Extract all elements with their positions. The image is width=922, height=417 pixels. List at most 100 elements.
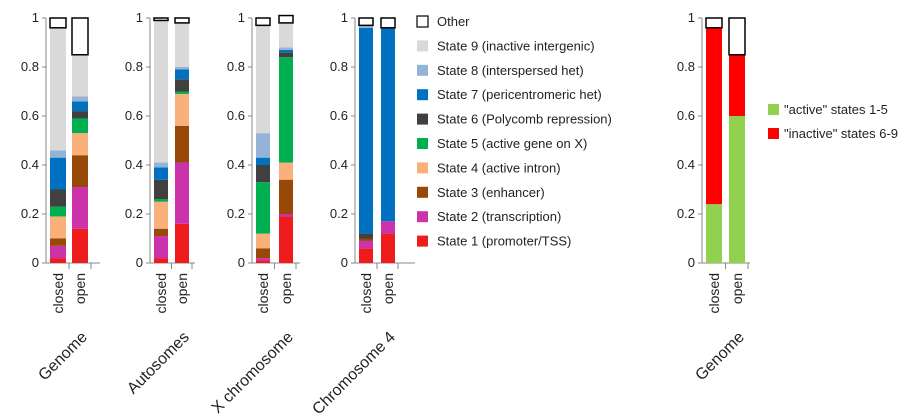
legend-swatch: [768, 104, 779, 115]
legend-label: State 8 (interspersed het): [437, 63, 584, 78]
legend-swatch: [417, 113, 428, 125]
bar-segment-closed-state-2-transcription: [50, 245, 66, 259]
y-tick-label: 0: [688, 255, 695, 270]
bar-segment-closed-state-8-interspersed-het: [154, 162, 168, 168]
bar-segment-open-state-1-promoter-tss: [72, 228, 88, 263]
bar-segment-open-state-2-transcription: [175, 162, 189, 224]
y-tick-label: 0.4: [677, 157, 695, 172]
x-tick-label-open: open: [278, 273, 294, 304]
x-tick-label-closed: closed: [358, 273, 374, 313]
bar-segment-open-inactive-states-6-9: [729, 54, 745, 116]
legend-label: State 9 (inactive intergenic): [437, 38, 595, 53]
chart-panel-4: 0 0.2 0.4 0.6 0.8 1 closed open Chromosome 4: [309, 10, 415, 417]
bar-segment-closed-state-9-inactive-intergenic: [154, 20, 168, 163]
panel-title: X chromosome: [209, 329, 297, 417]
bar-segment-open-state-9-inactive-intergenic: [72, 54, 88, 97]
y-tick-label: 1: [136, 10, 143, 25]
bar-segment-closed-state-5-active-gene-on-x: [50, 206, 66, 217]
bar-segment-closed-state-4-active-intron: [154, 201, 168, 229]
bar-segment-closed-state-6-polycomb-repression: [50, 189, 66, 207]
bar-segment-open-state-1-promoter-tss: [175, 223, 189, 263]
y-tick-label: 0: [136, 255, 143, 270]
x-tick-label-open: open: [72, 273, 88, 304]
bar-segment-closed-state-3-enhancer: [256, 248, 270, 259]
bar-segment-open-other: [174, 17, 190, 24]
legend-swatch: [417, 64, 428, 76]
bar-segment-open-state-6-polycomb-repression: [279, 52, 293, 58]
panel-title: Chromosome 4: [309, 329, 398, 417]
bar-segment-closed-state-4-active-intron: [256, 233, 270, 249]
y-tick-label: 0.4: [227, 157, 245, 172]
bar-segment-closed-other: [49, 17, 67, 29]
x-tick-label-closed: closed: [255, 273, 271, 313]
bar-segment-open-other: [728, 17, 746, 56]
y-tick-label: 0: [238, 255, 245, 270]
bar-segment-closed-state-3-enhancer: [154, 228, 168, 237]
y-tick-label: 1: [688, 10, 695, 25]
y-tick-label: 0.6: [21, 108, 39, 123]
bar-segment-open-state-4-active-intron: [175, 93, 189, 126]
bar-segment-closed-state-6-polycomb-repression: [256, 165, 270, 183]
bar-segment-closed-other: [255, 17, 271, 27]
legend-swatch: [416, 15, 429, 28]
legend-states: Other State 9 (inactive intergenic) State …: [416, 14, 612, 249]
bar-segment-closed-state-5-active-gene-on-x: [154, 199, 168, 202]
bar-segment-open-state-2-transcription: [279, 214, 293, 217]
y-tick-label: 0.8: [330, 59, 348, 74]
bar-segment-open-state-1-promoter-tss: [279, 216, 293, 263]
chart-panel-3: 0 0.2 0.4 0.6 0.8 1 closed open X chromosome: [209, 10, 300, 417]
bar-segment-closed-other: [358, 17, 374, 27]
bar-segment-open-state-8-interspersed-het: [279, 47, 293, 50]
y-tick-label: 0.2: [330, 206, 348, 221]
legend-label: Other: [437, 14, 470, 29]
legend-label: State 3 (enhancer): [437, 185, 545, 200]
y-tick-label: 1: [32, 10, 39, 25]
bar-segment-open-state-7-pericentromeric-het: [72, 101, 88, 112]
legend-swatch: [417, 40, 428, 52]
legend-label: State 1 (promoter/TSS): [437, 234, 571, 249]
legend-label: State 4 (active intron): [437, 160, 561, 175]
y-tick-label: 0.2: [677, 206, 695, 221]
bar-segment-open-state-6-polycomb-repression: [175, 79, 189, 92]
bar-segment-open-state-8-interspersed-het: [72, 96, 88, 102]
bar-segment-open-state-3-enhancer: [279, 179, 293, 214]
y-tick-label: 0.4: [21, 157, 39, 172]
panel-title: Genome: [35, 329, 90, 384]
legend-swatch: [417, 162, 428, 174]
y-tick-label: 0.8: [677, 59, 695, 74]
bar-segment-open-state-4-active-intron: [72, 133, 88, 156]
bar-segment-closed-other: [153, 17, 169, 22]
bar-segment-closed-state-7-pericentromeric-het: [256, 157, 270, 165]
bar-segment-closed-state-8-interspersed-het: [256, 133, 270, 158]
chart-panel-2: 0 0.2 0.4 0.6 0.8 1 closed open Autosomes: [124, 10, 195, 397]
bar-segment-open-state-9-inactive-intergenic: [175, 22, 189, 67]
y-tick-label: 0.6: [677, 108, 695, 123]
y-tick-label: 1: [341, 10, 348, 25]
bar-segment-closed-state-3-enhancer: [359, 238, 373, 241]
bar-segment-closed-state-8-interspersed-het: [50, 150, 66, 158]
bar-segment-closed-active-states-1-5: [706, 204, 722, 263]
bar-segment-closed-state-2-transcription: [359, 240, 373, 249]
bar-segment-open-state-1-promoter-tss: [381, 233, 395, 263]
legend-swatch: [417, 235, 428, 247]
legend-swatch: [417, 138, 428, 149]
bar-segment-closed-inactive-states-6-9: [706, 27, 722, 205]
bar-segment-open-state-5-active-gene-on-x: [175, 91, 189, 94]
legend-label: State 7 (pericentromeric het): [437, 87, 602, 102]
bar-segment-open-state-3-enhancer: [175, 125, 189, 163]
bar-segment-closed-other: [705, 17, 723, 29]
bar-segment-closed-state-7-pericentromeric-het: [50, 157, 66, 190]
y-tick-label: 0.6: [125, 108, 143, 123]
legend-swatch: [417, 186, 428, 198]
bar-segment-open-state-7-pericentromeric-het: [381, 27, 395, 222]
legend-label: "active" states 1-5: [784, 102, 888, 117]
x-tick-label-open: open: [174, 273, 190, 304]
bar-segment-open-state-4-active-intron: [279, 162, 293, 180]
y-tick-label: 0: [32, 255, 39, 270]
chart-panel-5: 0 0.2 0.4 0.6 0.8 1 closed open Genome: [677, 10, 750, 384]
bar-segment-open-other: [380, 17, 396, 29]
bar-segment-closed-state-3-enhancer: [50, 238, 66, 246]
y-tick-label: 0.8: [227, 59, 245, 74]
bar-segment-closed-state-1-promoter-tss: [256, 260, 270, 263]
bar-segment-open-active-states-1-5: [729, 116, 745, 263]
